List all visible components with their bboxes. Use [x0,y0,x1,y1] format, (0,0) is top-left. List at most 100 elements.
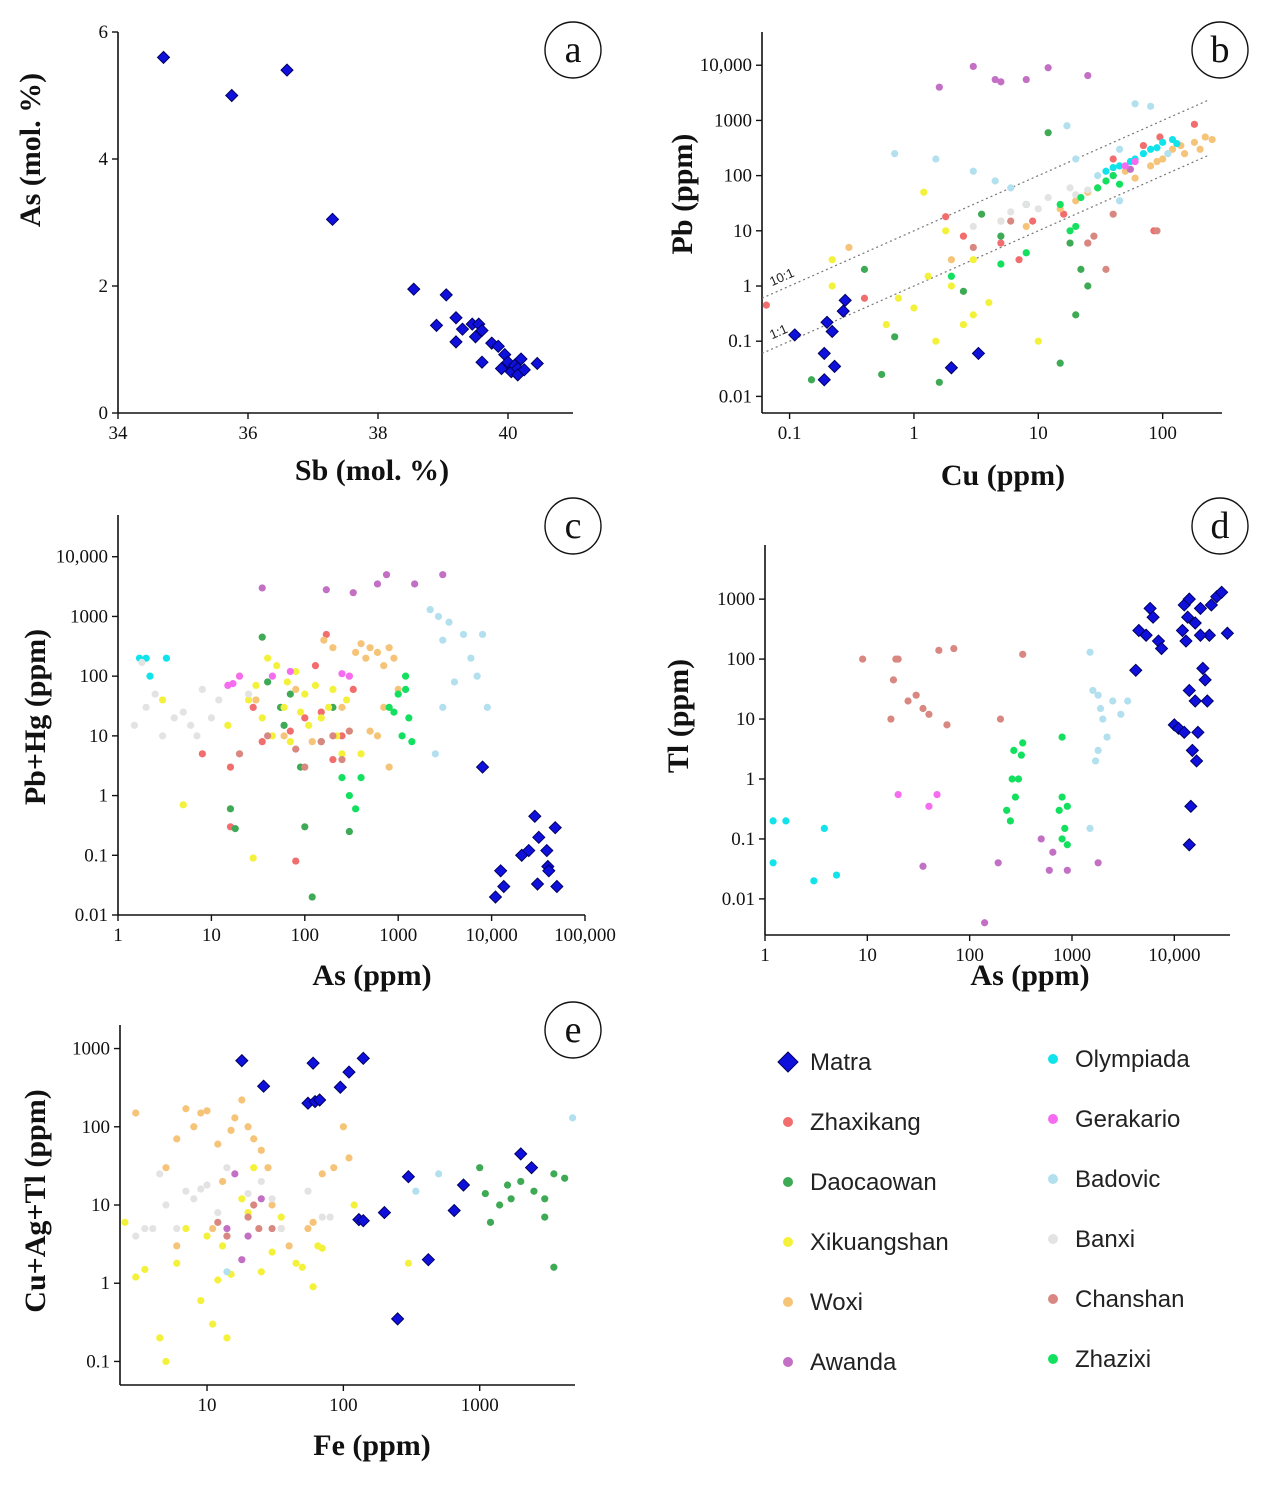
data-point [1060,210,1068,218]
data-point [1182,838,1196,852]
data-point [891,333,899,341]
legend-item-daocaowan: Daocaowan [783,1169,937,1196]
data-point [203,1232,211,1240]
data-point [1034,205,1042,213]
data-point [550,1263,558,1271]
data-point [121,1218,129,1226]
data-point [550,1170,558,1178]
data-point [959,287,968,295]
data-point [268,672,277,680]
data-point [1072,222,1080,231]
y-tick-label: 10 [91,1195,110,1216]
data-point [258,633,266,641]
y-tick-label: 6 [99,22,109,43]
y-tick-label: 1000 [717,589,755,610]
data-point [1061,824,1069,832]
data-point [456,1178,471,1192]
legend-marker [777,1051,799,1073]
data-point [257,1146,265,1154]
data-point [1094,184,1102,192]
data-point [788,328,802,342]
data-point [1044,64,1052,72]
series-badovic [223,1114,577,1276]
data-point [1193,601,1208,616]
data-point [223,1232,231,1240]
series-badovic [1086,648,1132,832]
series-chanshan [969,210,1161,273]
data-point [1063,866,1071,874]
data-point [226,763,235,771]
data-point [997,260,1005,268]
x-tick-label: 10 [202,925,221,946]
data-point [997,78,1005,86]
data-point [301,823,309,831]
series-zhazixi [338,672,416,813]
data-point [435,1170,443,1178]
data-point [1086,824,1094,832]
data-point [1084,239,1092,247]
data-point [1139,150,1148,158]
data-point [280,703,288,711]
data-point [298,1263,306,1271]
data-point [197,1185,205,1193]
data-point [342,696,351,704]
data-point [1019,650,1027,658]
panel-label: b [1211,29,1230,71]
data-point [268,1248,276,1256]
data-point [277,1224,285,1233]
x-tick-label: 1000 [1053,945,1091,966]
data-point [329,644,337,652]
data-point [522,843,536,858]
data-point [225,88,239,103]
data-point [292,857,300,865]
data-point [524,1160,539,1175]
data-point [198,685,206,694]
data-point [292,685,300,694]
data-point [517,1177,525,1186]
data-point [891,150,899,158]
data-point [286,690,294,698]
data-point [997,217,1005,225]
data-point [969,256,977,264]
data-point [301,714,309,722]
data-point [138,658,146,666]
data-point [1196,145,1204,153]
data-point [311,681,320,690]
data-point [357,750,365,758]
data-point [244,696,253,704]
series-awanda [919,835,1102,927]
series-olympiada [769,817,841,885]
data-point [258,738,266,746]
data-point [904,697,912,705]
y-axis-title: Tl (ppm) [662,659,695,773]
data-point [1084,282,1092,290]
data-point [481,1189,489,1198]
y-tick-label: 10,000 [56,547,108,568]
data-point [308,893,316,901]
x-tick-label: 100 [955,945,984,966]
data-point [769,817,777,825]
data-point [1208,135,1216,144]
data-point [1045,866,1053,874]
data-point [214,1218,222,1226]
data-point [268,1224,276,1233]
data-point [322,586,330,594]
data-point [285,1242,293,1250]
data-point [1189,754,1204,768]
data-point [130,721,139,729]
data-point [1014,775,1023,783]
legend-label: Zhaxikang [810,1109,921,1136]
data-point [1066,239,1074,247]
data-point [1182,683,1196,698]
data-point [385,763,393,771]
data-point [329,756,337,764]
data-point [445,618,453,626]
series-xikuangshan [121,1164,413,1366]
data-point [1094,859,1102,867]
data-point [1102,177,1110,185]
data-point [1159,155,1167,163]
x-tick-label: 1 [909,423,919,444]
legend-marker [1048,1174,1058,1184]
data-point [947,272,955,280]
